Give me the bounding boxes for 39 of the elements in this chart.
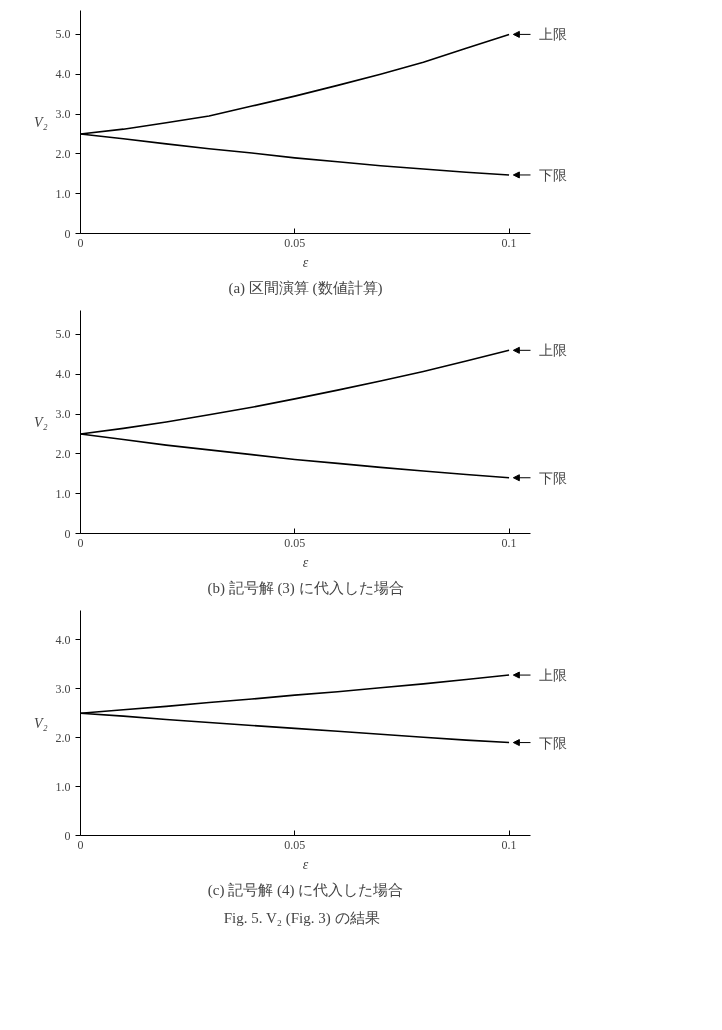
y-tick-label: 5.0 <box>55 327 71 342</box>
legend-label: 下限 <box>538 166 567 183</box>
text: (a) 区間演算 (数値計算) <box>228 279 383 297</box>
legend-label: 上限 <box>538 667 567 684</box>
y-tick-label: 2.0 <box>55 146 71 161</box>
x-axis-title: ε <box>302 254 309 270</box>
y-tick-label: 3.0 <box>55 681 71 696</box>
y-tick-label: 4.0 <box>55 632 71 647</box>
legend-label: 上限 <box>538 26 567 43</box>
text: (b) 記号解 (3) に代入した場合 <box>207 579 404 597</box>
x-axis-title: ε <box>302 554 309 570</box>
y-tick-label: 2.0 <box>55 730 71 745</box>
x-tick-label: 0 <box>77 837 84 852</box>
x-tick-label: 0 <box>77 235 84 250</box>
y-tick-label: 4.0 <box>55 67 71 82</box>
text: (c) 記号解 (4) に代入した場合 <box>207 881 404 899</box>
y-tick-label: 1.0 <box>55 486 71 501</box>
y-tick-label: 3.0 <box>55 407 71 422</box>
x-tick-label: 0 <box>77 535 84 550</box>
x-tick-label: 0.05 <box>284 837 306 852</box>
caption: Fig. 5. V₂ (Fig. 3) の結果 <box>223 909 380 927</box>
x-axis-title: ε <box>302 856 309 872</box>
y-tick-label: 5.0 <box>55 27 71 42</box>
x-tick-label: 0.1 <box>501 837 517 852</box>
x-tick-label: 0.05 <box>284 535 306 550</box>
y-tick-label: 2.0 <box>55 446 71 461</box>
legend-label: 下限 <box>538 469 567 486</box>
x-tick-label: 0.1 <box>501 235 517 250</box>
legend-label: 上限 <box>538 342 567 359</box>
y-tick-label: 3.0 <box>55 107 71 122</box>
y-axis-title: V₂ <box>34 715 48 731</box>
y-tick-label: 4.0 <box>55 367 71 382</box>
y-tick-label: 1.0 <box>55 779 71 794</box>
y-axis-title: V₂ <box>34 414 48 430</box>
y-axis-title: V₂ <box>34 114 48 130</box>
x-tick-label: 0.1 <box>501 535 517 550</box>
y-tick-label: 1.0 <box>55 186 71 201</box>
legend-label: 下限 <box>538 734 567 751</box>
x-tick-label: 0.05 <box>284 235 306 250</box>
